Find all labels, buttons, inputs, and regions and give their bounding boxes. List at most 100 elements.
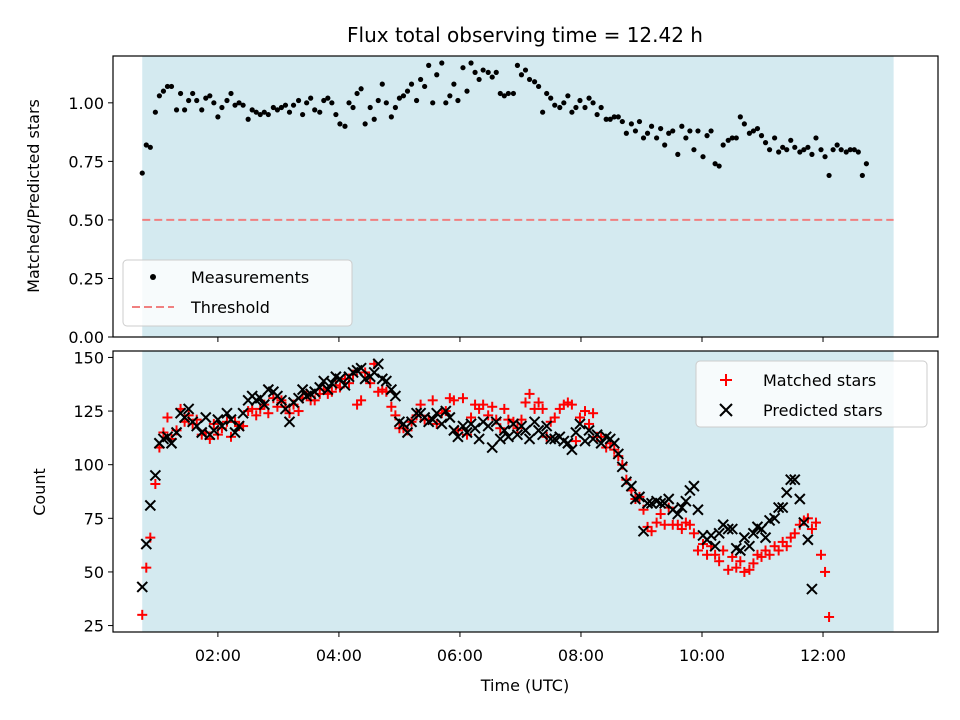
chart-title: Flux total observing time = 12.42 h <box>347 23 703 47</box>
predicted-point <box>743 540 756 552</box>
predicted-point <box>427 413 439 426</box>
predicted-point <box>672 508 684 520</box>
matched-point <box>684 519 695 530</box>
measurement-point <box>700 154 706 160</box>
predicted-point <box>612 448 624 460</box>
predicted-point <box>574 418 586 430</box>
xticks-top <box>217 337 824 342</box>
measurement-point <box>716 163 722 169</box>
measurement-point <box>741 121 747 127</box>
measurement-point <box>476 76 482 83</box>
measurement-point <box>531 79 538 85</box>
measurement-point <box>286 109 293 115</box>
measurement-point <box>683 135 689 141</box>
measurement-point <box>152 109 158 115</box>
measurement-point <box>173 107 180 113</box>
xticks-bottom: 02:00 04:00 06:00 08:00 10:00 12:00 <box>195 632 846 665</box>
matched-point <box>137 609 148 620</box>
measurement-point <box>426 62 432 68</box>
predicted-point <box>528 416 541 428</box>
predicted-point <box>368 366 380 379</box>
measurement-point <box>400 93 407 99</box>
measurement-point <box>536 83 542 90</box>
predicted-point <box>692 504 704 516</box>
predicted-point <box>482 420 494 432</box>
xtick-label: 10:00 <box>679 646 725 665</box>
measurement-point <box>548 95 554 101</box>
measurement-point <box>648 123 655 129</box>
predicted-point <box>734 544 747 557</box>
measurement-point <box>750 128 757 134</box>
predicted-point <box>436 418 448 430</box>
predicted-point <box>229 426 241 439</box>
measurement-point <box>801 147 807 153</box>
predicted-point <box>570 426 582 439</box>
predicted-point <box>380 375 393 387</box>
matched-point <box>773 545 784 556</box>
predicted-point <box>182 403 195 415</box>
matched-point <box>764 549 775 560</box>
measurement-point <box>675 151 681 157</box>
ylabel-ratio: Matched/Predicted stars <box>24 99 43 293</box>
predicted-point <box>633 491 646 503</box>
matched-point <box>386 401 397 412</box>
measurement-point <box>561 100 567 106</box>
measurement-point <box>270 104 276 111</box>
predicted-point <box>562 437 574 449</box>
legend-marker-predicted <box>719 403 733 417</box>
measurement-point <box>628 121 634 127</box>
measurement-point <box>236 100 242 106</box>
predicted-point <box>161 431 174 443</box>
predicted-point <box>738 531 751 544</box>
measurement-point <box>855 149 861 155</box>
measurement-point <box>472 69 478 75</box>
matched-point <box>162 412 173 423</box>
matched-point <box>810 517 821 528</box>
measurement-point <box>143 142 149 148</box>
predicted-point <box>275 394 288 407</box>
measurement-point <box>485 69 491 75</box>
measurement-point <box>160 88 167 94</box>
ytick-label: 0.00 <box>68 328 104 347</box>
ytick-label: 0.50 <box>68 211 104 230</box>
measurement-point <box>404 88 411 94</box>
measurement-point <box>211 100 217 106</box>
measurement-point <box>375 97 381 104</box>
measurement-point <box>813 135 819 141</box>
matched-point <box>731 562 742 573</box>
measurement-point <box>544 90 550 97</box>
measurement-point <box>540 109 546 115</box>
measurement-point <box>468 60 474 66</box>
measurement-point <box>670 128 676 134</box>
measurement-point <box>240 102 246 108</box>
predicted-point <box>296 383 309 396</box>
measurement-point <box>822 154 828 160</box>
predicted-point <box>507 418 520 430</box>
matched-point <box>499 403 510 414</box>
measurement-point <box>325 95 331 101</box>
measurement-point <box>215 114 221 120</box>
predicted-point <box>759 531 772 544</box>
predicted-point <box>680 495 692 507</box>
measurement-point <box>203 95 209 101</box>
matched-point <box>356 395 367 406</box>
predicted-point <box>772 501 785 514</box>
measurement-point <box>388 114 394 120</box>
measurement-point <box>843 149 849 155</box>
legend-marker-matched <box>720 374 732 386</box>
measurement-point <box>784 147 790 153</box>
predicted-point <box>625 480 638 492</box>
measurement-point <box>619 118 625 125</box>
predicted-point <box>144 499 157 512</box>
ytick-label: 0.75 <box>68 152 104 171</box>
matched-point <box>466 412 477 423</box>
matched-point <box>191 414 202 425</box>
measurement-point <box>792 144 798 150</box>
panel-ratio: 0.00 0.25 0.50 0.75 1.00 Matched/Predicted s… <box>24 55 939 347</box>
predicted-point <box>397 418 410 430</box>
measurement-point <box>586 95 592 101</box>
panel-count: 25 50 75 100 125 150 02:00 04:00 06:00 08:00 10:0… <box>30 348 939 695</box>
measurement-point <box>460 65 466 71</box>
measurement-point <box>278 104 285 111</box>
legend-top: Measurements Threshold <box>122 259 353 327</box>
